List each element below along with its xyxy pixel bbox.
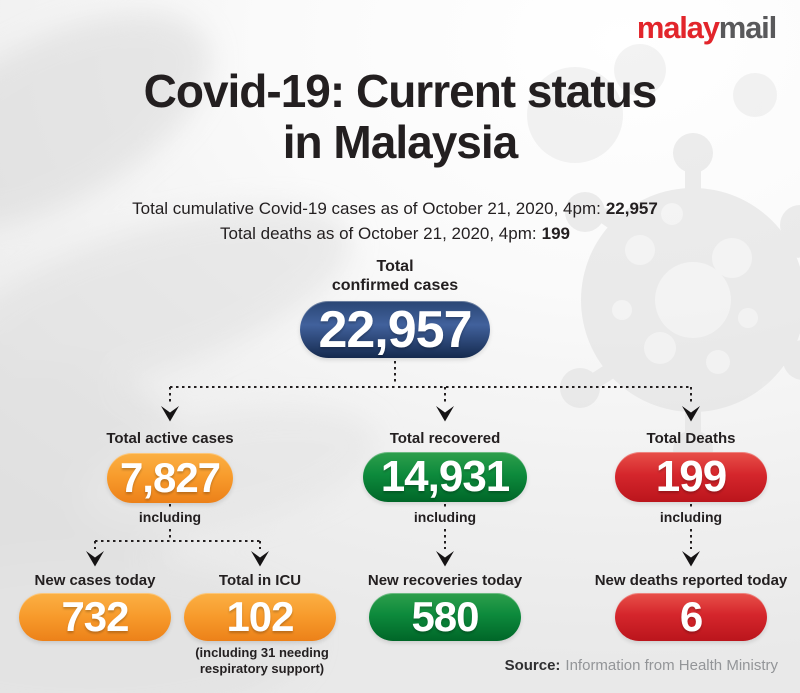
brand-logo-mail: mail <box>718 10 777 45</box>
icu-pill: 102 <box>184 593 336 641</box>
icu-label: Total in ICU <box>218 572 302 589</box>
subtitle-line2-value: 199 <box>541 224 570 243</box>
subtitle-line2-text: Total deaths as of October 21, 2020, 4pm… <box>220 224 537 243</box>
source-text: Information from Health Ministry <box>565 657 778 674</box>
arrow-down-icon <box>682 551 700 567</box>
new-cases-pill: 732 <box>19 593 171 641</box>
new-deaths-value: 6 <box>679 593 703 640</box>
total-confirmed-cases-value: 22,957 <box>318 300 472 359</box>
root-node-label-line1: Total <box>376 258 414 275</box>
icu-note-line1: (including 31 needing <box>195 645 329 660</box>
active-cases-value: 7,827 <box>119 454 221 501</box>
recovered-label: Total recovered <box>389 430 501 447</box>
icu-note-line2: respiratory support) <box>199 661 325 676</box>
source-label: Source: <box>504 657 561 674</box>
new-recoveries-value: 580 <box>411 593 479 640</box>
deaths-value: 199 <box>655 452 727 501</box>
arrow-down-icon <box>86 551 104 567</box>
subtitle: Total cumulative Covid-19 cases as of Oc… <box>0 196 790 246</box>
total-confirmed-cases-pill: 22,957 <box>300 300 490 359</box>
new-recoveries-label: New recoveries today <box>367 572 523 589</box>
active-cases-label: Total active cases <box>106 430 234 447</box>
arrow-down-icon <box>161 406 179 422</box>
subtitle-line1: Total cumulative Covid-19 cases as of Oc… <box>0 196 790 221</box>
source-credit: Source: Information from Health Ministry <box>505 657 778 674</box>
recovered-pill: 14,931 <box>363 452 527 502</box>
arrow-down-icon <box>251 551 269 567</box>
icu-value: 102 <box>226 593 294 640</box>
page-title-line1: Covid-19: Current status <box>143 65 658 117</box>
brand-logo: malaymail <box>636 10 777 45</box>
subtitle-line1-value: 22,957 <box>605 199 658 218</box>
subtitle-line1-text: Total cumulative Covid-19 cases as of Oc… <box>132 199 601 218</box>
brand-logo-malay: malay <box>636 10 720 45</box>
subtitle-line2: Total deaths as of October 21, 2020, 4pm… <box>0 221 790 246</box>
active-cases-pill: 7,827 <box>107 453 233 503</box>
new-cases-value: 732 <box>61 593 129 640</box>
arrow-down-icon <box>682 406 700 422</box>
new-deaths-label: New deaths reported today <box>594 572 788 589</box>
including-label-deaths: including <box>659 509 723 525</box>
new-recoveries-pill: 580 <box>369 593 521 641</box>
including-label-active: including <box>138 509 202 525</box>
icu-note: (including 31 needing respiratory suppor… <box>160 645 364 677</box>
including-label-recovered: including <box>413 509 477 525</box>
page-title: Covid-19: Current status in Malaysia <box>0 66 800 168</box>
arrow-down-icon <box>436 551 454 567</box>
root-node-label: Total confirmed cases <box>295 257 495 295</box>
deaths-label: Total Deaths <box>646 430 736 447</box>
new-cases-label: New cases today <box>34 572 156 589</box>
new-deaths-pill: 6 <box>615 593 767 641</box>
recovered-value: 14,931 <box>380 452 511 501</box>
root-node-label-line2: confirmed cases <box>331 277 459 294</box>
arrow-down-icon <box>436 406 454 422</box>
deaths-pill: 199 <box>615 452 767 502</box>
page-title-line2: in Malaysia <box>282 116 518 168</box>
